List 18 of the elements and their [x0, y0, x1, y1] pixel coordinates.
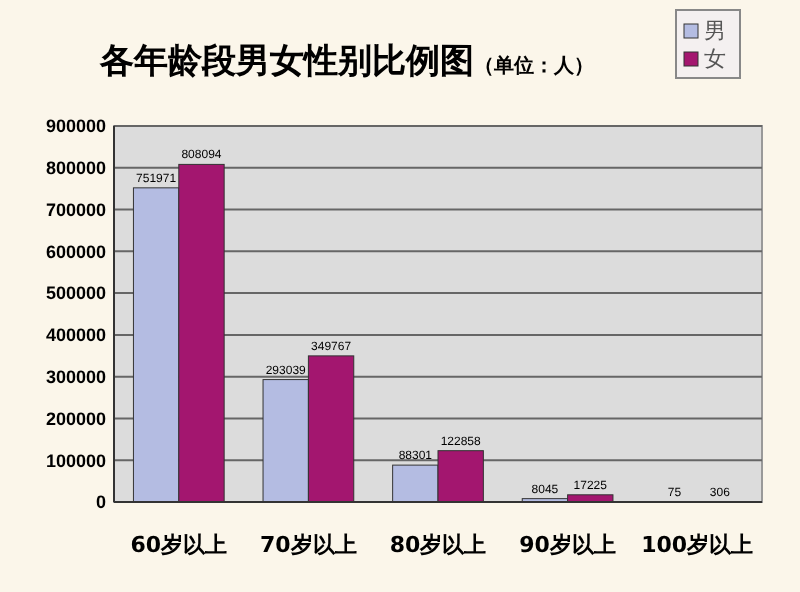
y-tick-label: 600000	[45, 241, 106, 262]
y-tick-label: 0	[95, 492, 106, 513]
y-tick-label: 700000	[45, 199, 106, 220]
legend-label: 男	[704, 18, 726, 44]
chart-subtitle: （单位：人）	[474, 54, 594, 78]
y-tick-label: 200000	[45, 408, 106, 429]
x-tick-label: 80岁以上	[389, 532, 487, 558]
y-tick-label: 500000	[45, 283, 106, 304]
y-tick-label: 300000	[45, 366, 106, 387]
x-tick-label: 100岁以上	[641, 532, 754, 558]
y-tick-label: 900000	[45, 116, 106, 137]
x-tick-label: 60岁以上	[130, 532, 228, 558]
y-tick-label: 100000	[45, 450, 106, 471]
x-tick-label: 90岁以上	[519, 532, 616, 558]
y-tick-label: 800000	[45, 158, 106, 179]
y-tick-label: 400000	[45, 325, 106, 346]
x-tick-label: 70岁以上	[260, 532, 357, 558]
legend-label: 女	[704, 46, 726, 72]
